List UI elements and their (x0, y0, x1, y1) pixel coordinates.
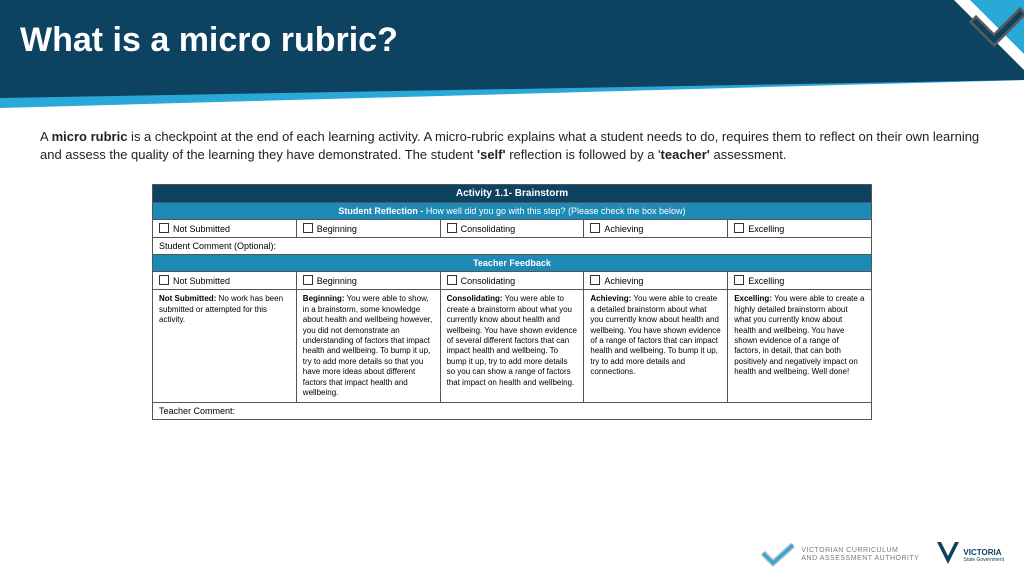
descriptor-body: You were able to create a highly detaile… (734, 294, 864, 376)
victoria-sublabel: State Government (963, 557, 1004, 563)
level-label: Excelling (734, 224, 784, 234)
victoria-logo-block: VICTORIA State Government (937, 542, 1004, 568)
level-cell[interactable]: Beginning (297, 272, 441, 289)
header-diagonal-stripe (0, 80, 1024, 110)
reflection-text: How well did you go with this step? (Ple… (426, 206, 686, 216)
level-cell[interactable]: Not Submitted (153, 220, 297, 237)
level-label: Not Submitted (159, 276, 230, 286)
descriptor-title: Beginning: (303, 294, 345, 303)
descriptor-row: Not Submitted: No work has been submitte… (153, 290, 871, 403)
intro-text: assessment. (710, 147, 787, 162)
level-cell[interactable]: Achieving (584, 272, 728, 289)
descriptor-cell: Excelling: You were able to create a hig… (728, 290, 871, 402)
vcaa-check-icon (761, 543, 795, 567)
level-cell[interactable]: Beginning (297, 220, 441, 237)
slide-header: What is a micro rubric? (0, 0, 1024, 80)
level-label: Achieving (590, 224, 643, 234)
rubric-activity-title: Activity 1.1- Brainstorm (153, 185, 871, 203)
victoria-label: VICTORIA (963, 548, 1004, 557)
level-label: Consolidating (447, 224, 516, 234)
level-cell[interactable]: Achieving (584, 220, 728, 237)
level-cell[interactable]: Excelling (728, 220, 871, 237)
reflection-label: Student Reflection - (338, 206, 426, 216)
level-label: Achieving (590, 276, 643, 286)
level-cell[interactable]: Consolidating (441, 220, 585, 237)
level-cell[interactable]: Not Submitted (153, 272, 297, 289)
descriptor-title: Not Submitted: (159, 294, 216, 303)
descriptor-cell: Not Submitted: No work has been submitte… (153, 290, 297, 402)
student-levels-row: Not Submitted Beginning Consolidating Ac… (153, 220, 871, 238)
header-logo-icon (884, 0, 1024, 80)
vcaa-logo-block: VICTORIAN CURRICULUM AND ASSESSMENT AUTH… (761, 543, 919, 567)
descriptor-body: You were able to show, in a brainstorm, … (303, 294, 432, 397)
student-comment-row[interactable]: Student Comment (Optional): (153, 238, 871, 255)
intro-text: reflection is followed by a ' (506, 147, 661, 162)
level-cell[interactable]: Consolidating (441, 272, 585, 289)
intro-bold-micro-rubric: micro rubric (52, 129, 128, 144)
level-label: Excelling (734, 276, 784, 286)
descriptor-title: Excelling: (734, 294, 772, 303)
descriptor-cell: Beginning: You were able to show, in a b… (297, 290, 441, 402)
level-label: Consolidating (447, 276, 516, 286)
descriptor-title: Achieving: (590, 294, 631, 303)
teacher-feedback-header: Teacher Feedback (153, 255, 871, 272)
descriptor-body: You were able to create a detailed brain… (590, 294, 720, 376)
descriptor-body: You were able to create a brainstorm abo… (447, 294, 577, 386)
victoria-text-block: VICTORIA State Government (963, 548, 1004, 563)
slide-title: What is a micro rubric? (20, 21, 398, 60)
intro-text: A (40, 129, 52, 144)
rubric-student-reflection-header: Student Reflection - How well did you go… (153, 203, 871, 220)
intro-bold-teacher: teacher' (661, 147, 710, 162)
level-label: Not Submitted (159, 224, 230, 234)
level-label: Beginning (303, 224, 357, 234)
descriptor-title: Consolidating: (447, 294, 503, 303)
vcaa-line2: AND ASSESSMENT AUTHORITY (801, 555, 919, 563)
teacher-comment-row[interactable]: Teacher Comment: (153, 403, 871, 419)
footer-logos: VICTORIAN CURRICULUM AND ASSESSMENT AUTH… (761, 542, 1004, 568)
victoria-triangle-icon (937, 542, 959, 568)
descriptor-cell: Achieving: You were able to create a det… (584, 290, 728, 402)
level-label: Beginning (303, 276, 357, 286)
descriptor-cell: Consolidating: You were able to create a… (441, 290, 585, 402)
vcaa-line1: VICTORIAN CURRICULUM (801, 547, 919, 555)
teacher-levels-row: Not Submitted Beginning Consolidating Ac… (153, 272, 871, 290)
intro-bold-self: 'self' (477, 147, 506, 162)
vcaa-text: VICTORIAN CURRICULUM AND ASSESSMENT AUTH… (801, 547, 919, 564)
level-cell[interactable]: Excelling (728, 272, 871, 289)
rubric-table: Activity 1.1- Brainstorm Student Reflect… (152, 184, 872, 420)
